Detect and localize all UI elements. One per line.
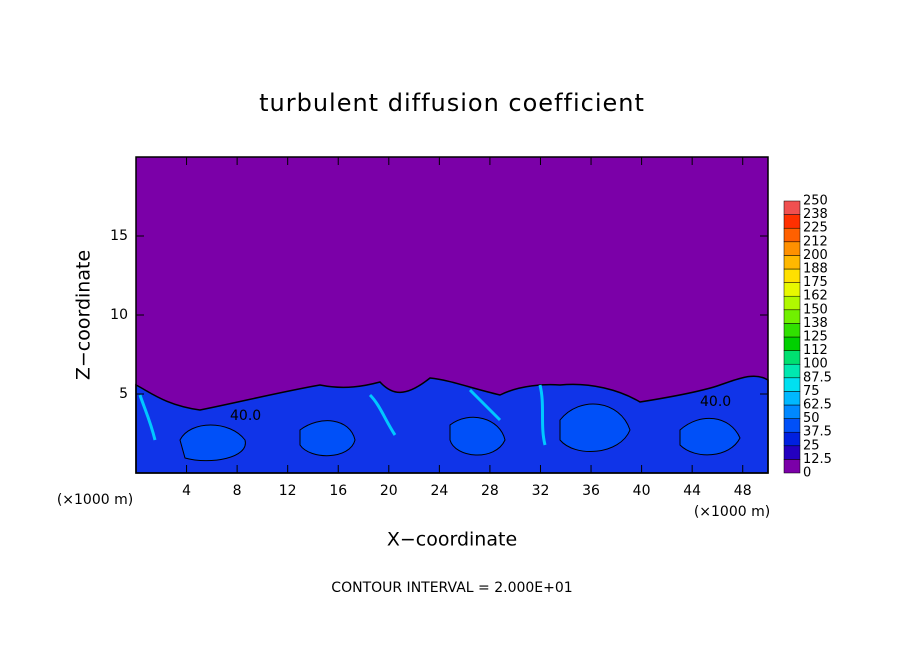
- x-tick-label: 48: [734, 483, 752, 499]
- colorbar-band: [783, 200, 801, 215]
- colorbar-band: [783, 309, 801, 324]
- y-axis-label: Z−coordinate: [73, 250, 95, 380]
- colorbar-label: 238: [803, 207, 828, 222]
- colorbar-label: 188: [803, 262, 828, 277]
- colorbar-band: [783, 295, 801, 311]
- colorbar-band: [783, 377, 801, 392]
- colorbar-band: [783, 255, 801, 270]
- colorbar-band: [783, 445, 801, 460]
- colorbar-label: 150: [803, 302, 828, 317]
- colorbar-band: [783, 282, 801, 297]
- colorbar-label: 0: [803, 466, 811, 481]
- x-tick-label: 40: [633, 483, 651, 499]
- colorbar-label: 138: [803, 316, 828, 331]
- colorbar-label: 212: [803, 234, 828, 249]
- colorbar-label: 112: [803, 343, 828, 358]
- colorbar-label: 200: [803, 248, 828, 263]
- colorbar-band: [783, 404, 801, 419]
- colorbar-label: 37.5: [803, 425, 832, 440]
- colorbar-band: [783, 323, 801, 338]
- x-tick-label: 12: [279, 483, 297, 499]
- colorbar-label: 87.5: [803, 370, 832, 385]
- y-unit: (×1000 m): [57, 492, 133, 508]
- colorbar-band: [783, 350, 801, 365]
- x-tick-label: 44: [683, 483, 701, 499]
- colorbar-band: [783, 391, 801, 406]
- y-tick-label: 10: [110, 307, 128, 323]
- colorbar-label: 162: [803, 289, 828, 304]
- x-tick-label: 16: [329, 483, 347, 499]
- x-tick-label: 24: [430, 483, 448, 499]
- colorbar-label: 75: [803, 384, 820, 399]
- colorbar-label: 175: [803, 275, 828, 290]
- footer: CONTOUR INTERVAL = 2.000E+01: [331, 580, 572, 596]
- x-axis-label: X−coordinate: [387, 529, 517, 551]
- x-tick-label: 20: [380, 483, 398, 499]
- colorbar-label: 225: [803, 221, 828, 236]
- y-tick-label: 5: [119, 386, 128, 402]
- colorbar-band: [783, 363, 801, 379]
- colorbar-band: [783, 336, 801, 351]
- colorbar-label: 12.5: [803, 452, 832, 467]
- colorbar-label: 100: [803, 357, 828, 372]
- colorbar-band: [783, 418, 801, 433]
- contour-label: 40.0: [230, 408, 261, 424]
- field-detail: [138, 384, 741, 462]
- x-tick-label: 28: [481, 483, 499, 499]
- colorbar-label: 25: [803, 438, 820, 453]
- colorbar-label: 125: [803, 330, 828, 345]
- chart-title: turbulent diffusion coefficient: [259, 89, 645, 117]
- x-tick-label: 8: [233, 483, 242, 499]
- x-tick-label: 4: [182, 483, 191, 499]
- colorbar-label: 62.5: [803, 398, 832, 413]
- colorbar-band: [783, 227, 801, 243]
- x-tick-label: 32: [532, 483, 550, 499]
- colorbar-label: 50: [803, 411, 820, 426]
- contour-label: 40.0: [700, 394, 731, 410]
- colorbar-band: [783, 459, 801, 474]
- colorbar-band: [783, 241, 801, 256]
- colorbar-label: 250: [803, 194, 828, 209]
- colorbar-band: [783, 214, 801, 229]
- x-tick-label: 36: [582, 483, 600, 499]
- colorbar-band: [783, 431, 801, 447]
- x-unit: (×1000 m): [694, 504, 770, 520]
- y-tick-label: 15: [110, 228, 128, 244]
- colorbar-band: [783, 268, 801, 283]
